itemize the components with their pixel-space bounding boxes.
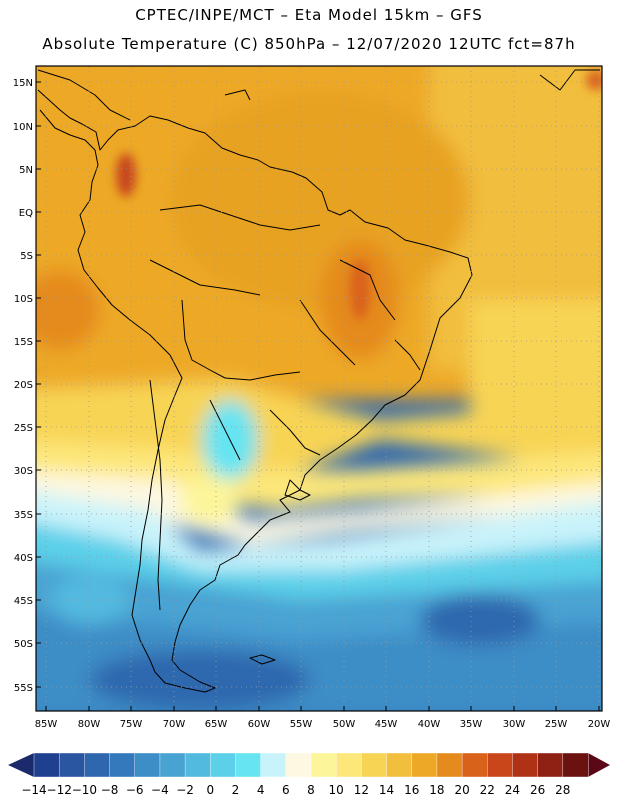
lon-label: 75W [120, 719, 143, 730]
lat-label: 15S [14, 337, 33, 348]
lon-label: 40W [418, 719, 441, 730]
colorbar-swatch [512, 752, 539, 778]
lon-label: 80W [78, 719, 101, 730]
lat-label: 25S [14, 423, 33, 434]
colorbar-label: 10 [329, 783, 344, 797]
continent-outlines [37, 69, 600, 693]
colorbar-label: 12 [354, 783, 369, 797]
colorbar-swatch [210, 752, 237, 778]
lon-label: 25W [545, 719, 568, 730]
lat-label: 45S [14, 596, 33, 607]
lon-label: 50W [333, 719, 356, 730]
colorbar-label: 6 [282, 783, 290, 797]
colorbar-label: −12 [47, 783, 72, 797]
colorbar-arrow-right [588, 753, 610, 777]
lat-label: 5N [19, 165, 33, 176]
lat-label: 15N [13, 78, 33, 89]
lon-label: 45W [375, 719, 398, 730]
colorbar-label: 28 [555, 783, 570, 797]
colorbar-label: −4 [151, 783, 169, 797]
colorbar: −14 −12 −10 −8 −6 −4 −2 0 2 4 6 8 10 12 14 16 18 20 22 24 26… [8, 752, 610, 797]
lon-label: 55W [290, 719, 313, 730]
colorbar-label: 4 [257, 783, 265, 797]
colorbar-label: 8 [307, 783, 315, 797]
colorbar-label: 22 [480, 783, 495, 797]
colorbar-swatch [361, 752, 388, 778]
colorbar-swatch [285, 752, 312, 778]
colorbar-swatch [184, 752, 211, 778]
lat-label: 10S [14, 294, 33, 305]
colorbar-swatch [487, 752, 514, 778]
lon-label: 65W [205, 719, 228, 730]
colorbar-label: 14 [379, 783, 394, 797]
temperature-field [36, 66, 602, 711]
colorbar-label: 26 [530, 783, 545, 797]
colorbar-swatch [411, 752, 438, 778]
lat-label: 10N [13, 122, 33, 133]
colorbar-swatch [235, 752, 262, 778]
colorbar-label: −14 [21, 783, 46, 797]
colorbar-swatch [386, 752, 413, 778]
lat-label: EQ [19, 208, 33, 219]
map-frame [35, 65, 603, 712]
colorbar-label: 24 [505, 783, 520, 797]
colorbar-swatch [33, 752, 60, 778]
colorbar-swatch [537, 752, 564, 778]
lon-label: 60W [248, 719, 271, 730]
lon-label: 30W [503, 719, 526, 730]
title-line-2: Absolute Temperature (C) 850hPa – 12/07/… [42, 35, 576, 53]
lat-label: 40S [14, 553, 33, 564]
lat-label: 5S [20, 251, 33, 262]
colorbar-swatch [461, 752, 488, 778]
colorbar-swatch [84, 752, 111, 778]
lon-label: 35W [460, 719, 483, 730]
colorbar-swatch [310, 752, 337, 778]
title-line-1: CPTEC/INPE/MCT – Eta Model 15km – GFS [135, 6, 483, 24]
lat-label: 30S [14, 466, 33, 477]
latitude-axis: 15N 10N 5N EQ 5S 10S 15S 20S 25S 30S 35S 40S 45S 50S 5… [13, 78, 41, 694]
colorbar-label: 2 [232, 783, 240, 797]
lat-label: 55S [14, 683, 33, 694]
lon-label: 20W [588, 719, 611, 730]
colorbar-label: 20 [454, 783, 469, 797]
colorbar-label: −2 [176, 783, 194, 797]
colorbar-arrow-left [8, 753, 34, 777]
colorbar-label: −8 [101, 783, 119, 797]
colorbar-swatch [562, 752, 589, 778]
colorbar-swatch [58, 752, 85, 778]
colorbar-swatch [134, 752, 161, 778]
colorbar-label: 18 [429, 783, 444, 797]
colorbar-label: 16 [404, 783, 419, 797]
lon-label: 85W [35, 719, 58, 730]
colorbar-swatch [260, 752, 287, 778]
colorbar-label: −10 [72, 783, 97, 797]
lat-label: 35S [14, 510, 33, 521]
longitude-axis: 85W 80W 75W 70W 65W 60W 55W 50W 45W 40W 35W 30W 25W 2… [35, 706, 611, 730]
lon-label: 70W [163, 719, 186, 730]
colorbar-swatch [436, 752, 463, 778]
lat-label: 20S [14, 380, 33, 391]
colorbar-label: −6 [126, 783, 144, 797]
colorbar-label: 0 [206, 783, 214, 797]
lat-label: 50S [14, 639, 33, 650]
colorbar-swatch [159, 752, 186, 778]
colorbar-swatch [335, 752, 362, 778]
colorbar-swatch [109, 752, 136, 778]
